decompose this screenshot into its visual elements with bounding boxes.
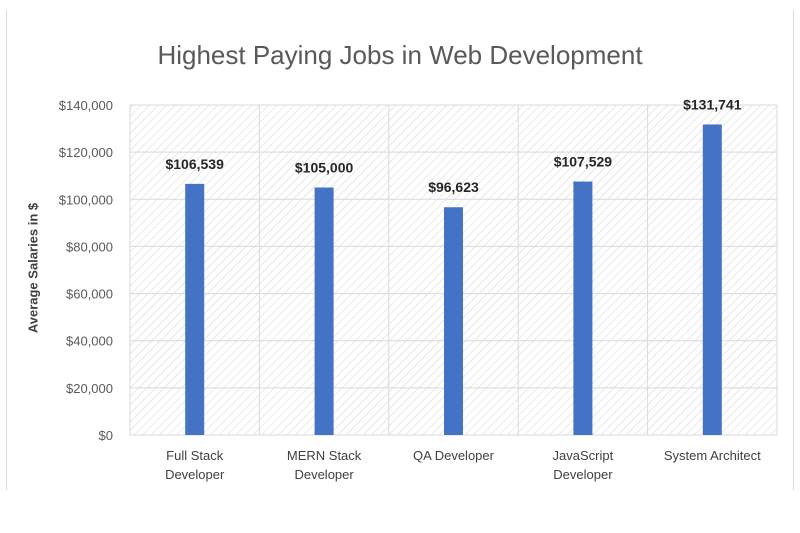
y-tick-label: $60,000 [66,287,113,302]
bar [444,207,463,435]
bar [702,124,722,435]
y-tick-label: $40,000 [66,334,113,349]
x-tick-label: System Architect [664,448,761,463]
chart-title: Highest Paying Jobs in Web Development [157,40,643,70]
bar [573,181,593,435]
y-tick-label: $140,000 [59,98,113,113]
data-label: $96,623 [428,179,479,195]
y-tick-label: $80,000 [66,239,113,254]
data-label: $105,000 [295,160,354,176]
bar [314,187,334,435]
x-tick-label: JavaScript [553,448,614,463]
x-tick-label: QA Developer [413,448,495,463]
y-tick-label: $0 [99,428,113,443]
chart-frame [6,10,794,490]
y-tick-label: $120,000 [59,145,113,160]
y-tick-label: $100,000 [59,192,113,207]
x-tick-label: Developer [294,467,354,482]
data-label: $107,529 [554,154,613,170]
x-tick-label: Developer [553,467,613,482]
data-label: $131,741 [683,96,742,112]
x-tick-label: MERN Stack [287,448,362,463]
y-tick-label: $20,000 [66,381,113,396]
x-tick-label: Full Stack [166,448,224,463]
bar [185,183,205,435]
data-label: $106,539 [165,156,224,172]
x-tick-label: Developer [165,467,225,482]
